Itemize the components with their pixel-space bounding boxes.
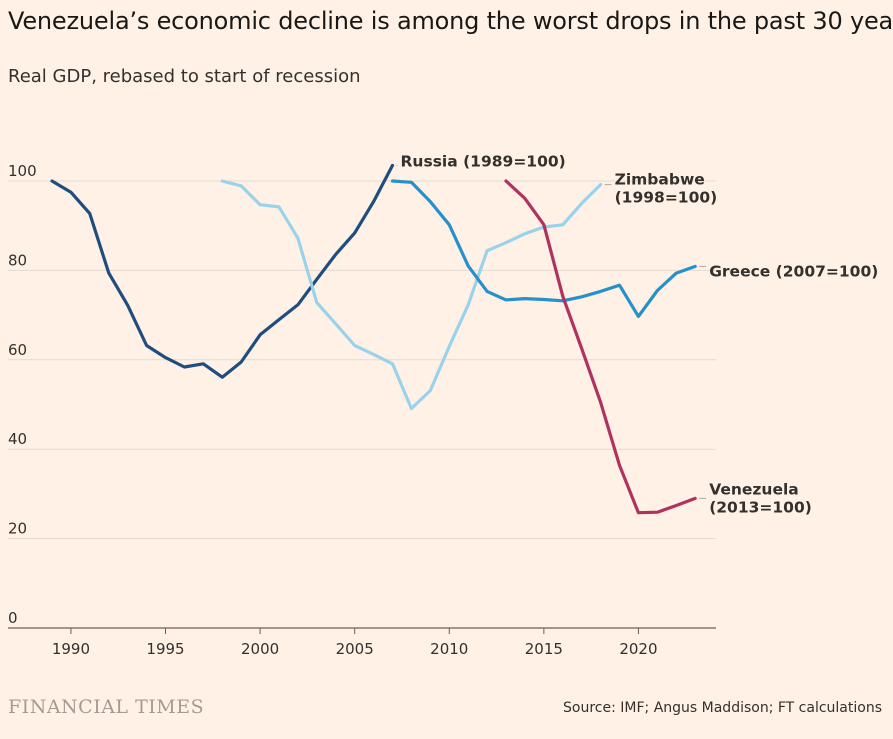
x-tick-label: 2015 <box>525 640 563 658</box>
series-label-line: Zimbabwe <box>615 171 705 189</box>
source-note: Source: IMF; Angus Maddison; FT calculat… <box>563 700 882 716</box>
chart-title: Venezuela’s economic decline is among th… <box>8 7 893 35</box>
x-axis: 1990 1995 2000 2005 2010 2015 2020 <box>52 628 658 658</box>
x-tick-label: 1990 <box>52 640 90 658</box>
series-labels: Russia (1989=100) Zimbabwe (1998=100) Greec… <box>396 152 878 516</box>
series-label: Russia (1989=100) <box>401 152 566 170</box>
x-tick-label: 1995 <box>146 640 184 658</box>
series-label: Greece (2007=100) <box>709 262 878 280</box>
series-line <box>390 179 697 318</box>
series-line <box>504 179 697 515</box>
y-axis-ticks: 0 20 40 60 80 100 <box>8 162 37 627</box>
y-tick-label: 0 <box>8 609 18 627</box>
x-tick-label: 2000 <box>241 640 279 658</box>
series-label-line: (2013=100) <box>709 498 812 516</box>
gridlines <box>8 180 716 629</box>
series-label: Zimbabwe (1998=100) <box>615 171 718 207</box>
y-tick-label: 60 <box>8 341 27 359</box>
y-tick-label: 80 <box>8 251 27 269</box>
y-tick-label: 40 <box>8 430 27 448</box>
brand-logo: FINANCIAL TIMES <box>8 696 205 718</box>
x-tick-label: 2020 <box>619 640 657 658</box>
series-line <box>220 179 603 411</box>
series-label: Venezuela (2013=100) <box>709 480 812 516</box>
series-lines <box>50 163 697 515</box>
x-tick-label: 2005 <box>336 640 374 658</box>
y-tick-label: 100 <box>8 162 37 180</box>
series-label-line: Venezuela <box>709 480 799 498</box>
series-label-line: Greece (2007=100) <box>709 262 878 280</box>
series-line <box>50 163 395 379</box>
series-label-line: (1998=100) <box>615 189 718 207</box>
series-label-line: Russia (1989=100) <box>401 152 566 170</box>
chart-subtitle: Real GDP, rebased to start of recession <box>8 66 361 87</box>
x-tick-label: 2010 <box>430 640 468 658</box>
y-tick-label: 20 <box>8 520 27 538</box>
